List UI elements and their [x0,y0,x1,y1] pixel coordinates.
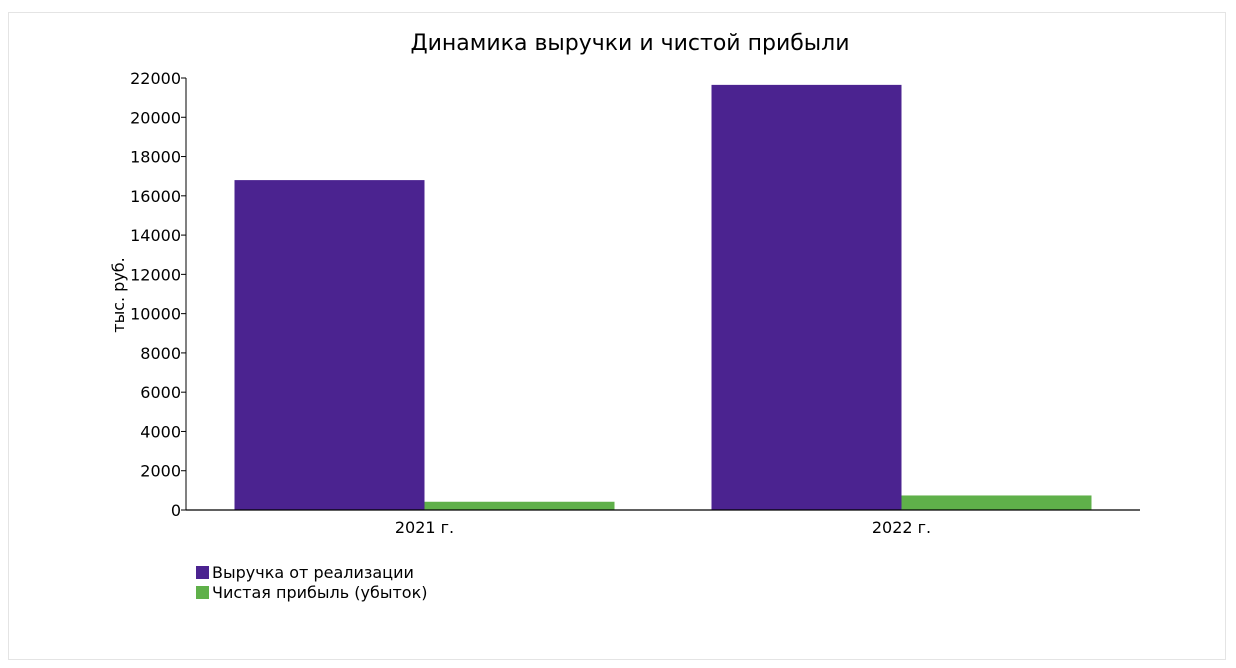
y-tick-label: 12000 [130,265,181,284]
legend-swatch [196,586,209,599]
chart-title: Динамика выручки и чистой прибыли [410,31,849,56]
bar-net-profit-1 [424,501,615,510]
legend-label: Чистая прибыль (убыток) [212,583,427,602]
y-tick-label: 4000 [140,422,181,441]
legend-label: Выручка от реализации [212,563,414,582]
chart-frame [8,12,1226,660]
y-axis-label: тыс. руб. [109,257,128,333]
y-tick-label: 14000 [130,226,181,245]
y-tick-label: 20000 [130,108,181,127]
y-tick-label: 22000 [130,69,181,88]
y-tick-label: 2000 [140,462,181,481]
bar-revenue-2 [711,84,902,510]
legend-swatch [196,566,209,579]
bar-net-profit-2 [901,495,1092,510]
x-category-label: 2022 г. [872,518,931,537]
y-tick-label: 0 [171,501,181,520]
x-category-label: 2021 г. [395,518,454,537]
y-tick-label: 18000 [130,148,181,167]
plot-area: 0 2000 4000 6000 8000 10000 12000 14000 16000 180… [130,69,1140,537]
y-tick-label: 16000 [130,187,181,206]
y-tick-label: 6000 [140,383,181,402]
y-tick-label: 8000 [140,344,181,363]
bar-revenue-1 [234,180,425,511]
y-tick-label: 10000 [130,305,181,324]
